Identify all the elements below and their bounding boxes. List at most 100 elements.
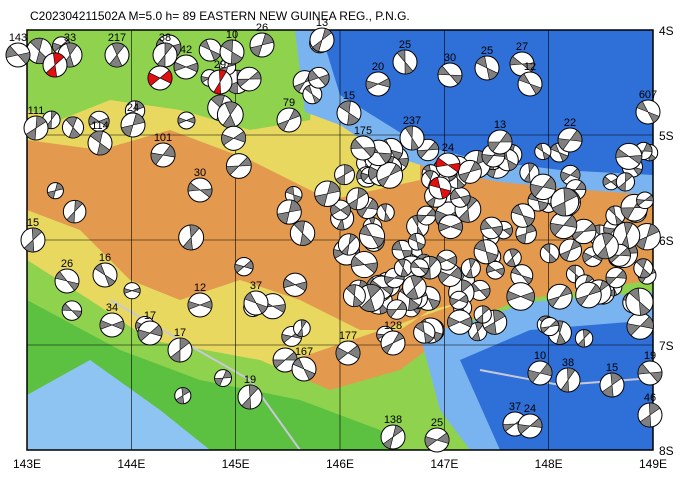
longitude-label: 147E [430, 457, 458, 471]
compressional-quadrant [529, 176, 557, 198]
compressional-quadrant [359, 224, 385, 248]
focal-mechanism [437, 62, 463, 88]
event-depth: 19 [644, 350, 656, 362]
compressional-quadrant [636, 194, 654, 206]
focal-mechanism [605, 205, 626, 226]
event-depth: 25 [431, 417, 443, 429]
compressional-quadrant [626, 316, 654, 336]
focal-mechanism [517, 413, 543, 439]
compressional-quadrant [341, 233, 357, 256]
event-depth: 177 [339, 330, 357, 342]
event-depth: 29 [214, 59, 226, 71]
compressional-quadrant [226, 156, 252, 176]
focal-mechanism [291, 356, 317, 382]
compressional-quadrant [601, 372, 623, 398]
focal-mechanism [123, 282, 141, 300]
focal-mechanism [173, 54, 199, 80]
compressional-quadrant [396, 49, 414, 75]
focal-mechanism [571, 218, 597, 245]
focal-mechanism [540, 316, 560, 337]
focal-mechanism [599, 372, 625, 398]
focal-mechanism [174, 387, 192, 405]
event-depth: 143 [9, 32, 27, 44]
compressional-quadrant [380, 203, 391, 222]
compressional-quadrant [408, 233, 425, 251]
focal-mechanism [435, 152, 461, 178]
focal-mechanism [365, 71, 391, 97]
latitude-label: 5S [659, 129, 674, 143]
compressional-quadrant [414, 321, 434, 344]
compressional-quadrant [518, 73, 542, 95]
compressional-quadrant [250, 33, 274, 57]
focal-mechanism [236, 66, 262, 92]
compressional-quadrant [506, 248, 519, 267]
compressional-quadrant [123, 287, 141, 294]
event-depth: 27 [516, 41, 528, 53]
event-depth: 25 [481, 45, 493, 57]
focal-mechanism [237, 384, 263, 410]
focal-mechanism [376, 203, 395, 222]
focal-mechanism [221, 125, 247, 151]
focal-mechanism [309, 27, 335, 53]
focal-mechanism [346, 187, 370, 211]
focal-mechanism [399, 125, 425, 151]
focal-mechanism [152, 42, 178, 68]
event-depth: 24 [127, 102, 139, 114]
focal-mechanism [5, 42, 31, 68]
focal-mechanism [207, 69, 233, 95]
event-depth: 10 [226, 29, 238, 41]
compressional-quadrant [435, 157, 461, 173]
compressional-quadrant [314, 181, 341, 207]
compressional-quadrant [88, 115, 110, 128]
focal-mechanism [457, 159, 482, 184]
compressional-quadrant [517, 417, 543, 435]
focal-mechanism [225, 153, 252, 179]
compressional-quadrant [338, 100, 360, 126]
focal-mechanism [307, 66, 330, 89]
focal-mechanism [635, 99, 661, 125]
event-depth: 167 [295, 346, 313, 358]
focal-mechanism [636, 191, 654, 210]
event-depth: 19 [244, 374, 256, 386]
event-depth: 16 [99, 252, 111, 264]
event-depth: 24 [524, 403, 536, 415]
compressional-quadrant [527, 363, 553, 383]
focal-mechanism [416, 138, 440, 162]
event-depth: 33 [64, 32, 76, 44]
event-depth: 138 [384, 414, 402, 426]
longitude-label: 146E [326, 457, 354, 471]
compressional-quadrant [23, 227, 43, 253]
latitude-label: 8S [659, 444, 674, 458]
compressional-quadrant [480, 219, 503, 237]
compressional-quadrant [66, 199, 83, 224]
focal-mechanism [517, 71, 543, 97]
event-depth: 37 [250, 280, 262, 292]
compressional-quadrant [350, 255, 378, 274]
compressional-quadrant [234, 260, 254, 274]
focal-mechanism [615, 142, 643, 170]
focal-mechanism [330, 199, 351, 221]
focal-mechanism [460, 258, 481, 279]
focal-mechanism [177, 111, 196, 130]
compressional-quadrant [120, 113, 146, 137]
focal-mechanism [447, 309, 473, 335]
focal-mechanism [120, 112, 146, 138]
event-depth: 25 [399, 39, 411, 51]
compressional-quadrant [350, 138, 376, 158]
focal-mechanism [527, 360, 553, 386]
focal-mechanism [150, 142, 176, 168]
compressional-quadrant [635, 258, 651, 279]
focal-mechanism [87, 130, 113, 156]
focal-mechanism [534, 142, 552, 161]
focal-mechanism [54, 268, 80, 294]
focal-mechanism [503, 248, 522, 267]
compressional-quadrant [483, 309, 506, 335]
compressional-quadrant [511, 204, 535, 227]
latitude-label: 6S [659, 234, 674, 248]
event-depth: 34 [106, 302, 118, 314]
compressional-quadrant [416, 141, 440, 159]
compressional-quadrant [551, 187, 578, 217]
compressional-quadrant [560, 367, 576, 393]
event-depth: 37 [509, 401, 521, 413]
focal-mechanism [392, 49, 418, 75]
